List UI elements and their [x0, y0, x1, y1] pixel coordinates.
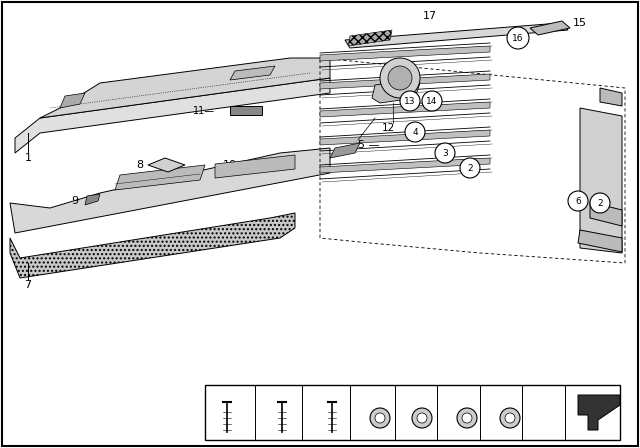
Circle shape — [375, 413, 385, 423]
Polygon shape — [578, 395, 620, 430]
Circle shape — [568, 191, 588, 211]
Text: 9: 9 — [72, 196, 79, 206]
Text: 14: 14 — [426, 96, 438, 105]
Text: 1: 1 — [24, 153, 31, 163]
Polygon shape — [115, 165, 205, 190]
Circle shape — [412, 408, 432, 428]
Text: 15: 15 — [573, 18, 587, 28]
Polygon shape — [10, 148, 330, 233]
Circle shape — [405, 122, 425, 142]
Polygon shape — [580, 108, 622, 253]
Polygon shape — [320, 102, 490, 117]
Text: 17: 17 — [423, 11, 437, 21]
Polygon shape — [215, 155, 295, 178]
Text: 4: 4 — [412, 128, 418, 137]
Circle shape — [505, 413, 515, 423]
Text: 5 —: 5 — — [358, 140, 380, 150]
Text: 12: 12 — [381, 123, 395, 133]
Polygon shape — [372, 80, 420, 103]
Polygon shape — [320, 74, 490, 89]
Text: 6: 6 — [365, 390, 371, 400]
Text: 2: 2 — [467, 164, 473, 172]
Text: 00128009: 00128009 — [567, 434, 613, 443]
Circle shape — [460, 158, 480, 178]
Circle shape — [422, 91, 442, 111]
Text: 3: 3 — [442, 148, 448, 158]
Circle shape — [462, 413, 472, 423]
Circle shape — [590, 193, 610, 213]
Text: 13: 13 — [404, 96, 416, 105]
FancyBboxPatch shape — [230, 106, 262, 115]
Text: 6: 6 — [575, 197, 581, 206]
Polygon shape — [600, 88, 622, 106]
Circle shape — [507, 27, 529, 49]
Polygon shape — [40, 58, 330, 118]
Polygon shape — [15, 78, 330, 153]
Text: 16: 16 — [208, 390, 221, 400]
Text: 7: 7 — [24, 280, 31, 290]
FancyBboxPatch shape — [205, 385, 620, 440]
Polygon shape — [230, 66, 275, 80]
Polygon shape — [10, 213, 295, 278]
Circle shape — [400, 91, 420, 111]
Polygon shape — [320, 158, 490, 173]
Text: 16: 16 — [512, 34, 524, 43]
Circle shape — [370, 408, 390, 428]
Polygon shape — [60, 93, 85, 108]
Text: 2: 2 — [495, 390, 501, 400]
Circle shape — [417, 413, 427, 423]
Circle shape — [388, 66, 412, 90]
Polygon shape — [590, 202, 622, 226]
Text: 8: 8 — [136, 160, 143, 170]
Polygon shape — [320, 130, 490, 145]
Polygon shape — [330, 143, 360, 158]
Circle shape — [380, 58, 420, 98]
Text: 13: 13 — [313, 390, 327, 400]
Text: 4: 4 — [406, 390, 413, 400]
Polygon shape — [148, 158, 185, 172]
Text: 11—: 11— — [193, 106, 215, 116]
Polygon shape — [85, 194, 100, 205]
Circle shape — [457, 408, 477, 428]
Polygon shape — [530, 21, 570, 35]
Polygon shape — [320, 46, 490, 61]
Polygon shape — [348, 30, 392, 46]
Circle shape — [435, 143, 455, 163]
Text: 10: 10 — [223, 160, 237, 170]
Text: 14: 14 — [263, 390, 276, 400]
Text: 3: 3 — [452, 390, 458, 400]
Circle shape — [500, 408, 520, 428]
Polygon shape — [578, 230, 622, 252]
Polygon shape — [345, 23, 568, 48]
Text: 2: 2 — [597, 198, 603, 207]
